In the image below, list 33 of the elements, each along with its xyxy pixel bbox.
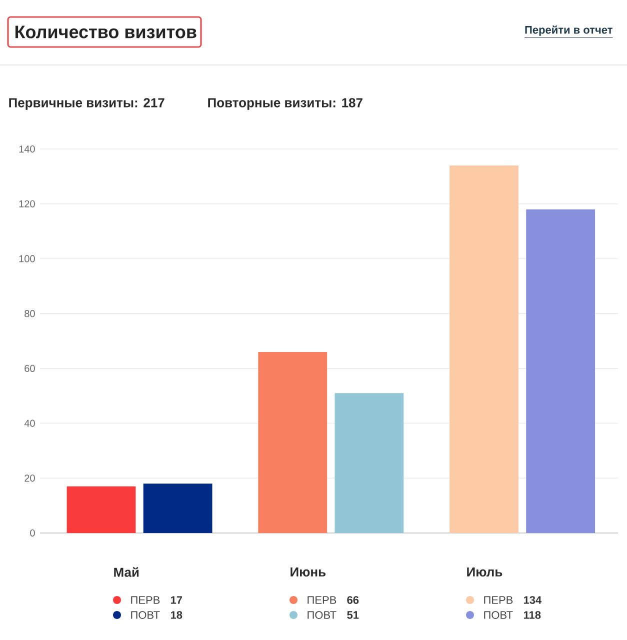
y-tick-label: 140: [19, 145, 35, 153]
y-tick-label: 40: [24, 420, 35, 427]
bar: [66, 486, 136, 533]
data-label: 18: [170, 611, 182, 619]
text: ПЕРВ: [308, 596, 336, 604]
bar: [258, 352, 328, 533]
chart-title: Количество визитов: [15, 26, 196, 38]
text: ПОВТ: [308, 611, 336, 619]
y-tick-label: 80: [24, 310, 35, 318]
y-tick-label: 60: [24, 364, 35, 372]
bar: [526, 209, 596, 533]
text: Перейти в отчет: [525, 25, 612, 36]
data-label: 134: [524, 596, 542, 604]
data-label: 17: [170, 596, 182, 604]
legend-label: ПЕРВ: [131, 596, 160, 604]
bar: [143, 484, 212, 533]
text: ПОВТ: [484, 611, 513, 619]
bar: [450, 165, 518, 533]
bar: [334, 393, 404, 533]
data-label: 66: [347, 596, 359, 604]
text: ПЕРВ: [484, 596, 513, 604]
text: Первичные визиты: 217: [9, 98, 164, 110]
data-label: 118: [524, 611, 541, 619]
x-tick-label: Май: [114, 567, 139, 577]
y-tick-label: 100: [19, 255, 35, 262]
y-tick-label: 120: [19, 200, 35, 208]
text: Повторные визиты: 187: [208, 98, 362, 110]
legend-label: ПОВТ: [131, 611, 160, 619]
x-tick-label: Июнь: [290, 567, 326, 577]
y-tick-label: 20: [24, 474, 35, 482]
data-label: 51: [347, 611, 359, 619]
y-tick-label: 0: [30, 529, 35, 537]
x-tick-label: Июль: [467, 567, 502, 577]
